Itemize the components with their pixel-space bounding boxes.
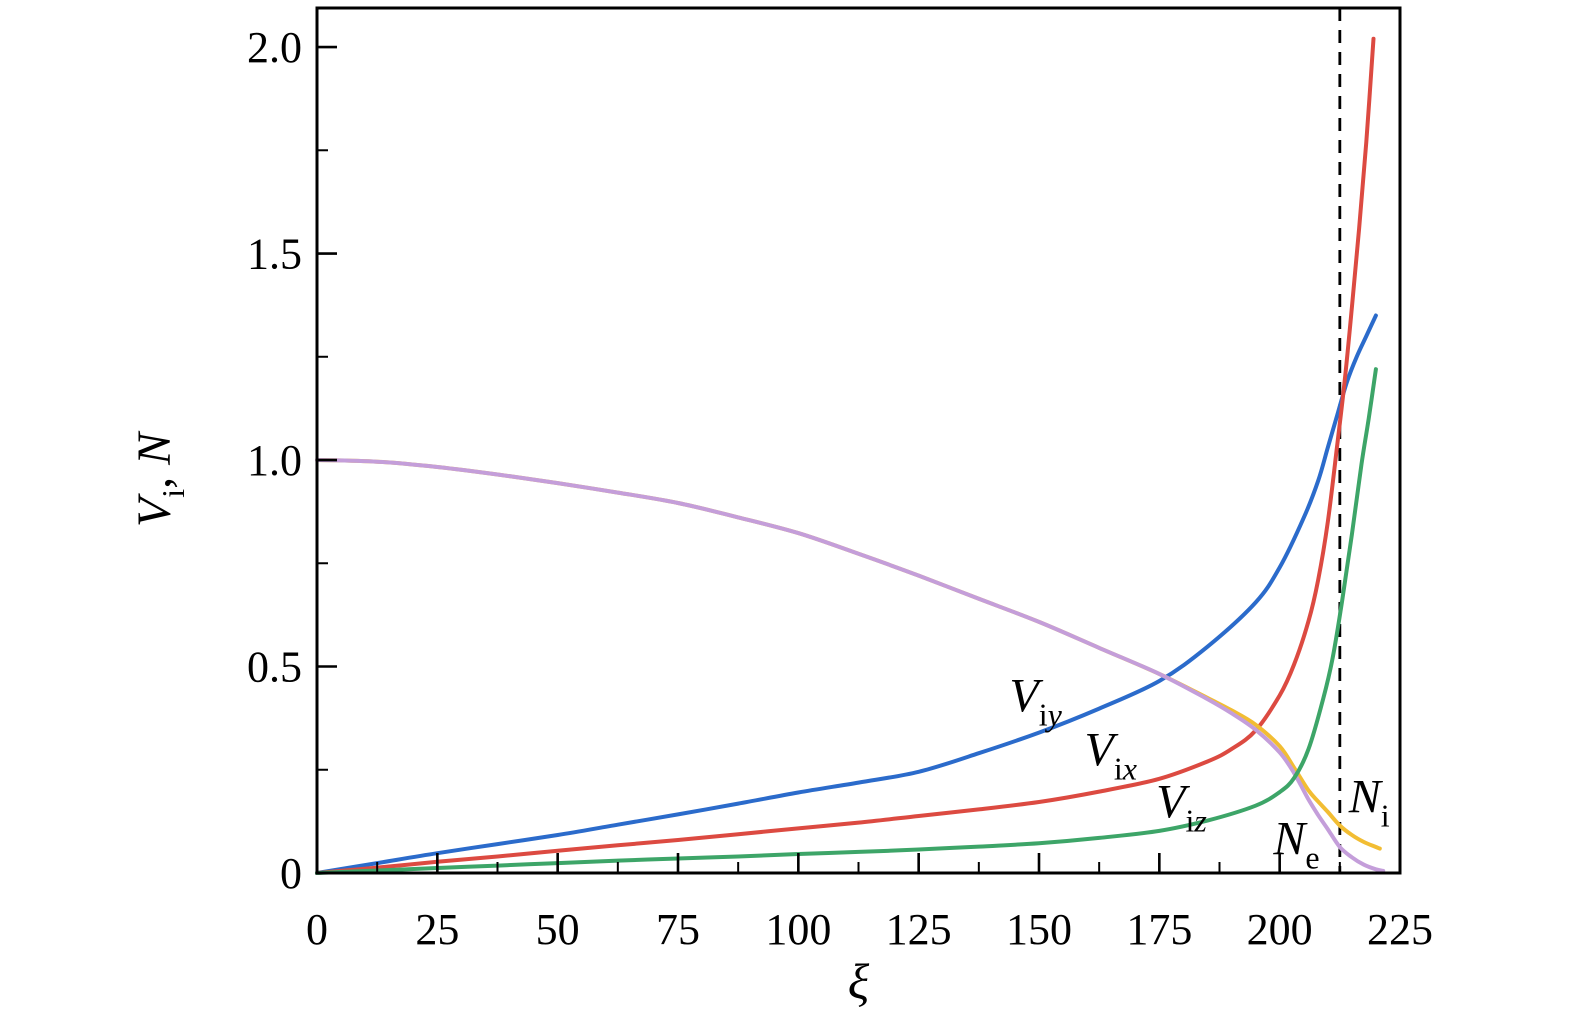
curve-Ni	[315, 458, 1382, 851]
x-axis-tick-label: 75	[656, 905, 700, 954]
curve-label-Ni: Ni	[1348, 770, 1390, 833]
x-axis-tick-label: 175	[1126, 905, 1192, 954]
x-axis-tick-label: 150	[1006, 905, 1072, 954]
curve-Ne	[315, 458, 1386, 873]
y-axis-tick-label: 0	[280, 849, 302, 898]
curves-group	[315, 36, 1386, 875]
ticks-group	[315, 45, 1402, 875]
x-axis-tick-label: 200	[1247, 905, 1313, 954]
y-axis-tick-label: 1.0	[247, 436, 302, 485]
curve-label-Vix: Vix	[1085, 723, 1137, 786]
x-axis-label: ξ	[848, 953, 870, 1009]
x-axis-tick-label: 125	[886, 905, 952, 954]
curve-Viy	[315, 313, 1378, 875]
x-axis-tick-label: 100	[765, 905, 831, 954]
y-axis-label: Vi, N	[128, 430, 191, 527]
x-axis-tick-label: 0	[306, 905, 328, 954]
curve-label-Viz: Viz	[1156, 775, 1207, 838]
x-axis-tick-label: 50	[536, 905, 580, 954]
y-axis-tick-label: 2.0	[247, 23, 302, 72]
curve-Vix	[315, 36, 1376, 875]
curve-label-Viy: Viy	[1009, 670, 1062, 733]
y-axis-tick-label: 1.5	[247, 230, 302, 279]
x-axis-tick-label: 225	[1367, 905, 1433, 954]
curve-Viz	[315, 367, 1378, 875]
y-axis-tick-label: 0.5	[247, 643, 302, 692]
x-axis-tick-label: 25	[415, 905, 459, 954]
curve-label-Ne: Ne	[1272, 812, 1319, 875]
